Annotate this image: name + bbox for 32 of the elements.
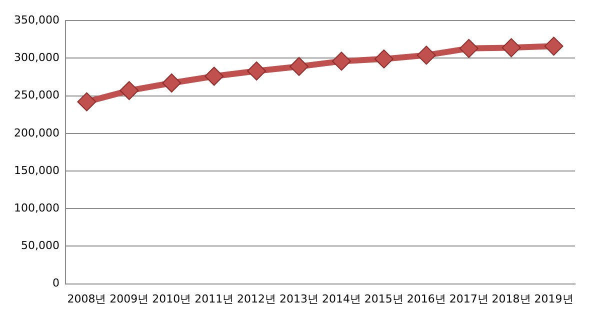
y-tick-label: 0: [52, 276, 60, 290]
x-tick-label: 2019년: [534, 292, 574, 306]
point: [459, 38, 478, 58]
point: [77, 92, 96, 112]
x-tick-label: 2017년: [449, 292, 488, 306]
y-tick-label: 250,000: [14, 88, 60, 102]
y-tick-label: 300,000: [14, 51, 60, 64]
y-tick-label: 50,000: [20, 239, 60, 252]
x-tick-label: 2014년: [322, 292, 361, 306]
x-tick-label: 2015년: [364, 292, 404, 306]
point: [290, 56, 309, 76]
y-tick-label: 100,000: [14, 201, 60, 214]
point: [416, 46, 436, 65]
y-tick-label: 150,000: [14, 164, 60, 177]
point: [162, 74, 182, 93]
x-tick-label: 2016년: [406, 292, 446, 306]
x-tick-label: 2013년: [280, 292, 319, 306]
y-tick-label: 200,000: [14, 126, 60, 140]
point: [374, 49, 394, 68]
point: [204, 66, 224, 86]
x-tick-label: 2018년: [492, 292, 531, 306]
x-tick-label: 2010년: [152, 292, 192, 306]
x-tick-label: 2012년: [237, 292, 276, 306]
point: [120, 81, 139, 100]
point: [544, 36, 564, 56]
point: [247, 61, 266, 80]
point: [502, 38, 521, 58]
y-tick-label: 350,000: [14, 13, 60, 26]
x-tick-label: 2009년: [110, 292, 149, 306]
point: [332, 52, 351, 71]
x-tick-label: 2011년: [194, 292, 234, 306]
x-tick-label: 2008년: [67, 292, 106, 306]
